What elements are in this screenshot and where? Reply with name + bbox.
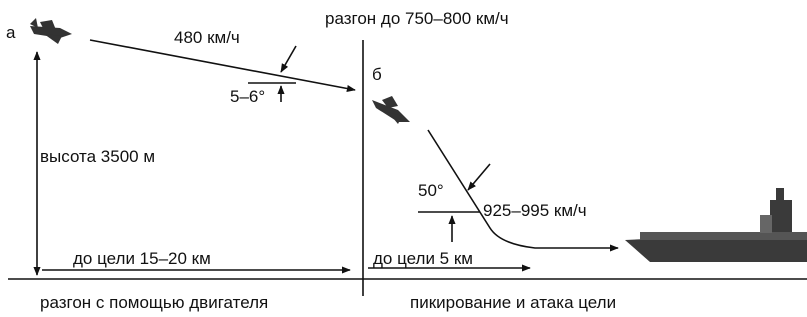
panel-label: б	[372, 65, 382, 84]
distance-label: до цели 15–20 км	[73, 249, 211, 268]
speed-label: 480 км/ч	[174, 28, 240, 47]
distance-label: до цели 5 км	[373, 249, 473, 268]
plane-b	[372, 96, 410, 124]
panel-label: а	[6, 23, 16, 42]
dive-path	[428, 130, 618, 248]
angle-arrow-a	[281, 46, 296, 72]
page: а 480 км/ч 5–6° высота 3500 м до цели 15…	[0, 0, 807, 317]
caption: разгон с помощью двигателя	[40, 293, 268, 312]
angle-label: 50°	[418, 181, 444, 200]
flight-path-a	[90, 40, 355, 90]
plane-a	[30, 18, 72, 44]
altitude-label: высота 3500 м	[40, 147, 155, 166]
ship	[625, 188, 807, 262]
caption: пикирование и атака цели	[410, 293, 616, 312]
top-note: разгон до 750–800 км/ч	[325, 9, 509, 28]
speed-label: 925–995 км/ч	[483, 201, 587, 220]
angle-arrow-b	[468, 164, 490, 190]
diagram: а 480 км/ч 5–6° высота 3500 м до цели 15…	[0, 0, 807, 317]
angle-label: 5–6°	[230, 87, 265, 106]
